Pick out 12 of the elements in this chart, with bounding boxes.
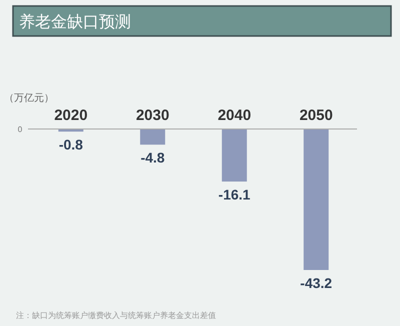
x-tick-label: 2020 [54, 107, 88, 124]
data-label: -0.8 [58, 136, 84, 153]
data-label: -4.8 [140, 150, 165, 166]
chart-title: 养老金缺口预测 [19, 13, 131, 31]
data-label: -16.1 [218, 186, 251, 203]
x-tick-label: 2040 [218, 107, 252, 124]
x-tick-label: 2030 [136, 107, 170, 124]
text: 0 [18, 125, 23, 134]
y-axis-title: （万亿元） [4, 93, 54, 104]
x-tick-label: 2050 [299, 107, 333, 124]
text: 注：缺口为统筹账户缴费收入与统筹账户养老金支出差值 [16, 311, 216, 320]
data-label: -43.2 [300, 275, 332, 291]
